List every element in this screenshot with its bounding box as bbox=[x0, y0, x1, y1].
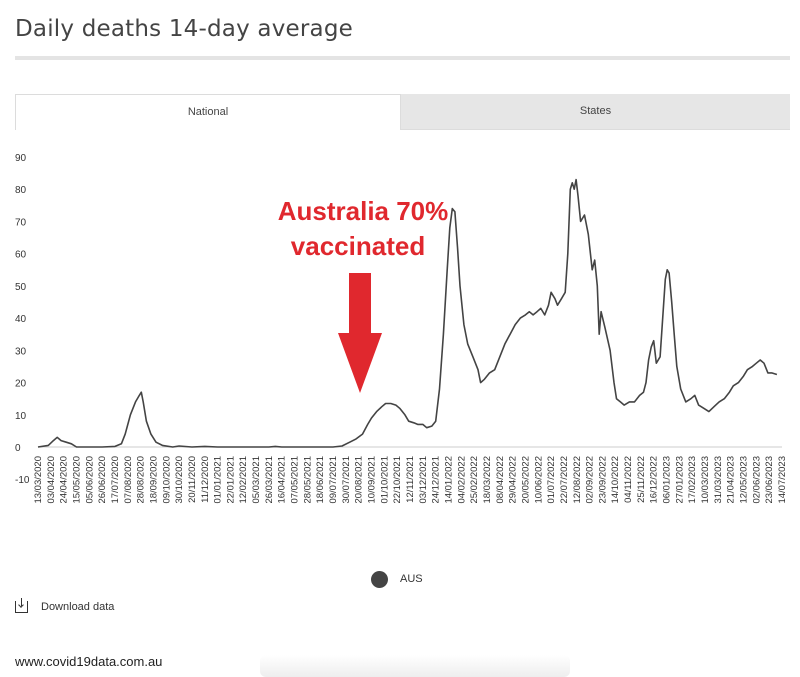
x-tick-label: 26/03/2021 bbox=[264, 456, 275, 504]
x-tick-label: 07/08/2020 bbox=[123, 456, 134, 504]
x-tick-label: 04/11/2022 bbox=[623, 456, 634, 503]
y-tick-label: 20 bbox=[15, 379, 27, 390]
x-tick-label: 31/03/2023 bbox=[713, 456, 724, 504]
series-line-aus bbox=[37, 178, 778, 448]
x-tick-label: 10/06/2022 bbox=[533, 456, 544, 504]
x-tick-label: 01/07/2022 bbox=[546, 456, 557, 504]
bottom-fade bbox=[260, 655, 570, 677]
x-tick-label: 12/08/2022 bbox=[572, 456, 583, 504]
x-tick-label: 14/01/2022 bbox=[443, 456, 454, 504]
x-tick-label: 28/08/2020 bbox=[136, 456, 147, 504]
x-tick-label: 21/04/2023 bbox=[726, 456, 737, 504]
x-tick-label: 29/04/2022 bbox=[508, 456, 519, 504]
x-tick-label: 20/08/2021 bbox=[354, 456, 365, 504]
x-tick-label: 12/11/2021 bbox=[405, 456, 416, 503]
y-tick-label: 30 bbox=[15, 346, 27, 357]
x-tick-label: 10/03/2023 bbox=[700, 456, 711, 504]
x-tick-label: 03/04/2020 bbox=[46, 456, 57, 504]
y-axis: -10 0 10 20 30 40 50 60 70 80 90 bbox=[15, 153, 30, 486]
x-tick-label: 13/03/2020 bbox=[33, 456, 44, 504]
x-tick-label: 30/10/2020 bbox=[174, 456, 185, 504]
page-title: Daily deaths 14-day average bbox=[15, 16, 353, 42]
x-tick-label: 16/12/2022 bbox=[649, 456, 660, 504]
x-tick-label: 23/09/2022 bbox=[597, 456, 608, 504]
x-tick-label: 17/02/2023 bbox=[687, 456, 698, 504]
x-tick-label: 24/12/2021 bbox=[431, 456, 442, 504]
series-layer bbox=[37, 178, 778, 448]
x-tick-label: 08/04/2022 bbox=[495, 456, 506, 504]
view-tabs: National States bbox=[15, 94, 790, 130]
source-url: www.covid19data.com.au bbox=[15, 654, 163, 669]
y-tick-label: 0 bbox=[15, 443, 21, 454]
annotation-text-line1: Australia 70% bbox=[278, 196, 449, 226]
tab-national[interactable]: National bbox=[15, 94, 401, 130]
annotation-arrow-icon bbox=[338, 273, 382, 393]
x-tick-label: 06/01/2023 bbox=[662, 456, 673, 504]
x-tick-label: 11/12/2020 bbox=[200, 456, 211, 503]
download-icon bbox=[15, 598, 28, 613]
x-tick-label: 10/09/2021 bbox=[367, 456, 378, 504]
tab-divider bbox=[401, 129, 790, 130]
x-tick-label: 14/10/2022 bbox=[610, 456, 621, 504]
x-tick-label: 30/07/2021 bbox=[341, 456, 352, 504]
x-tick-label: 03/12/2021 bbox=[418, 456, 429, 504]
y-tick-label: 90 bbox=[15, 153, 27, 164]
x-tick-label: 17/07/2020 bbox=[110, 456, 121, 504]
x-tick-label: 22/10/2021 bbox=[392, 456, 403, 504]
x-tick-label: 05/03/2021 bbox=[251, 456, 262, 504]
legend-label: AUS bbox=[400, 573, 423, 585]
annotation-layer: Australia 70% vaccinated bbox=[278, 196, 449, 393]
x-tick-label: 25/11/2022 bbox=[636, 456, 647, 503]
legend-marker-icon bbox=[371, 570, 388, 588]
x-tick-label: 12/02/2021 bbox=[238, 456, 249, 504]
y-tick-label: 80 bbox=[15, 185, 27, 196]
x-tick-label: 23/06/2023 bbox=[764, 456, 775, 504]
x-tick-label: 18/09/2020 bbox=[148, 456, 159, 504]
x-tick-label: 02/06/2023 bbox=[751, 456, 762, 504]
x-tick-label: 01/01/2021 bbox=[213, 456, 224, 504]
x-tick-label: 25/02/2022 bbox=[469, 456, 480, 504]
x-tick-label: 14/07/2023 bbox=[777, 456, 788, 504]
legend-item-aus[interactable]: AUS bbox=[371, 570, 423, 588]
x-tick-label: 20/05/2022 bbox=[520, 456, 531, 504]
download-label: Download data bbox=[41, 601, 115, 613]
y-tick-label: 40 bbox=[15, 314, 27, 325]
title-divider bbox=[15, 56, 790, 60]
x-tick-label: 05/06/2020 bbox=[84, 456, 95, 504]
y-tick-label: 60 bbox=[15, 250, 27, 261]
x-tick-label: 18/06/2021 bbox=[315, 456, 326, 504]
download-data-button[interactable]: Download data bbox=[15, 598, 115, 613]
x-tick-label: 22/07/2022 bbox=[559, 456, 570, 504]
x-tick-label: 27/01/2023 bbox=[674, 456, 685, 504]
x-tick-label: 15/05/2020 bbox=[71, 456, 82, 504]
y-tick-label: -10 bbox=[15, 475, 30, 486]
x-tick-label: 24/04/2020 bbox=[59, 456, 70, 504]
x-tick-label: 20/11/2020 bbox=[187, 456, 198, 503]
x-tick-label: 22/01/2021 bbox=[225, 456, 236, 504]
x-tick-label: 18/03/2022 bbox=[482, 456, 493, 504]
y-tick-label: 50 bbox=[15, 282, 27, 293]
x-tick-label: 01/10/2021 bbox=[379, 456, 390, 504]
x-tick-label: 16/04/2021 bbox=[277, 456, 288, 504]
tab-states[interactable]: States bbox=[401, 94, 790, 130]
deaths-line-chart: -10 0 10 20 30 40 50 60 70 80 90 13/03/2020 03/04/2… bbox=[15, 153, 788, 504]
x-axis: 13/03/2020 03/04/2020 24/04/2020 15/05/2020… bbox=[33, 446, 788, 504]
x-tick-label: 04/02/2022 bbox=[456, 456, 467, 504]
x-tick-label: 09/07/2021 bbox=[328, 456, 339, 504]
x-tick-label: 12/05/2023 bbox=[739, 456, 750, 504]
x-tick-label: 09/10/2020 bbox=[161, 456, 172, 504]
x-tick-label: 28/05/2021 bbox=[302, 456, 313, 504]
x-tick-label: 02/09/2022 bbox=[585, 456, 596, 504]
x-tick-label: 07/05/2021 bbox=[290, 456, 301, 504]
annotation-text-line2: vaccinated bbox=[291, 231, 425, 261]
x-tick-label: 26/06/2020 bbox=[97, 456, 108, 504]
y-tick-label: 10 bbox=[15, 411, 27, 422]
y-tick-label: 70 bbox=[15, 217, 27, 228]
